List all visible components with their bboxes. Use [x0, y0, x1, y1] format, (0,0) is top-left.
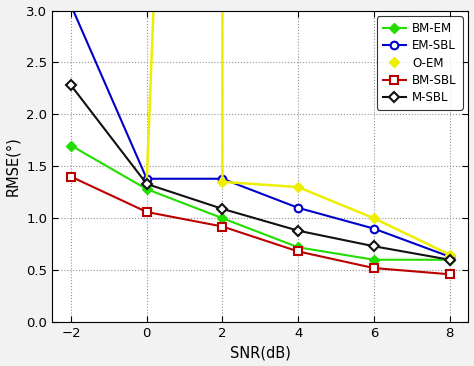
- EM-SBL: [219, 176, 225, 181]
- M-SBL: [295, 228, 301, 233]
- Legend: BM-EM, EM-SBL, O-EM, BM-SBL, M-SBL: BM-EM, EM-SBL, O-EM, BM-SBL, M-SBL: [377, 16, 463, 110]
- O-EM: [219, 180, 225, 184]
- BM-EM: [371, 258, 377, 262]
- M-SBL: [219, 207, 225, 211]
- EM-SBL: [144, 176, 150, 181]
- EM-SBL: [447, 254, 452, 259]
- EM-SBL: [371, 227, 377, 231]
- Line: M-SBL: M-SBL: [67, 82, 453, 264]
- M-SBL: [68, 83, 74, 87]
- M-SBL: [144, 182, 150, 186]
- O-EM: [447, 252, 452, 257]
- BM-SBL: [447, 272, 452, 276]
- M-SBL: [447, 258, 452, 262]
- BM-EM: [295, 245, 301, 250]
- Line: BM-SBL: BM-SBL: [67, 173, 453, 278]
- EM-SBL: [68, 3, 74, 8]
- BM-EM: [447, 258, 452, 262]
- Line: EM-SBL: EM-SBL: [67, 1, 453, 261]
- BM-SBL: [371, 266, 377, 270]
- BM-EM: [144, 187, 150, 191]
- M-SBL: [371, 244, 377, 249]
- O-EM: [371, 216, 377, 220]
- Line: BM-EM: BM-EM: [67, 142, 453, 264]
- BM-SBL: [295, 249, 301, 254]
- BM-EM: [68, 143, 74, 148]
- X-axis label: SNR(dB): SNR(dB): [230, 346, 291, 361]
- O-EM: [295, 185, 301, 189]
- Y-axis label: RMSE(°): RMSE(°): [6, 137, 20, 196]
- BM-SBL: [68, 175, 74, 179]
- BM-SBL: [144, 210, 150, 214]
- Line: O-EM: O-EM: [219, 178, 453, 258]
- BM-EM: [219, 216, 225, 220]
- BM-SBL: [219, 224, 225, 229]
- EM-SBL: [295, 206, 301, 210]
